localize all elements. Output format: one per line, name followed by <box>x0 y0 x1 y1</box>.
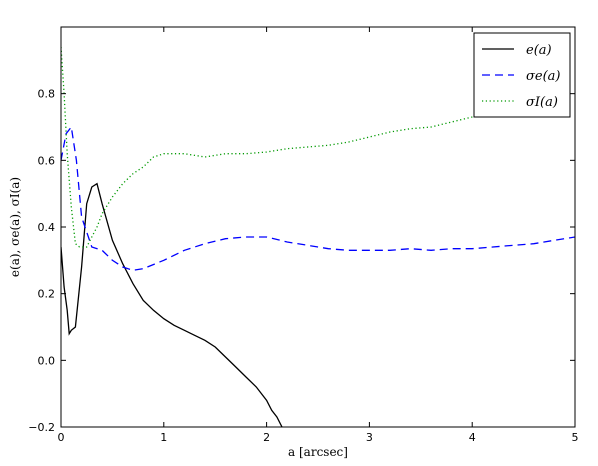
legend: e(a) σe(a) σI(a) <box>473 32 571 118</box>
x-axis-title: a [arcsec] <box>288 445 348 459</box>
axis-ticks: 0 1 2 3 4 5 −0.2 0.0 0.2 0.4 0.6 0.8 <box>28 27 579 444</box>
legend-label: σI(a) <box>526 95 558 110</box>
y-tick-label: 0.6 <box>38 154 56 167</box>
y-axis-title: e(a), σe(a), σI(a) <box>8 177 22 277</box>
x-tick-label: 3 <box>366 431 373 444</box>
x-tick-label: 4 <box>469 431 476 444</box>
series-line-2 <box>61 125 575 271</box>
y-tick-label: 0.2 <box>38 288 56 301</box>
x-tick-label: 0 <box>58 431 65 444</box>
series-lines <box>61 46 575 427</box>
y-tick-label: 0.0 <box>38 354 56 367</box>
series-line-1 <box>61 182 283 427</box>
y-tick-label: 0.8 <box>38 88 56 101</box>
y-tick-label: −0.2 <box>28 421 55 434</box>
legend-label: σe(a) <box>526 69 560 84</box>
x-tick-label: 1 <box>160 431 167 444</box>
x-tick-label: 2 <box>263 431 270 444</box>
x-tick-label: 5 <box>572 431 579 444</box>
legend-label: e(a) <box>526 43 552 58</box>
y-tick-label: 0.4 <box>38 221 56 234</box>
